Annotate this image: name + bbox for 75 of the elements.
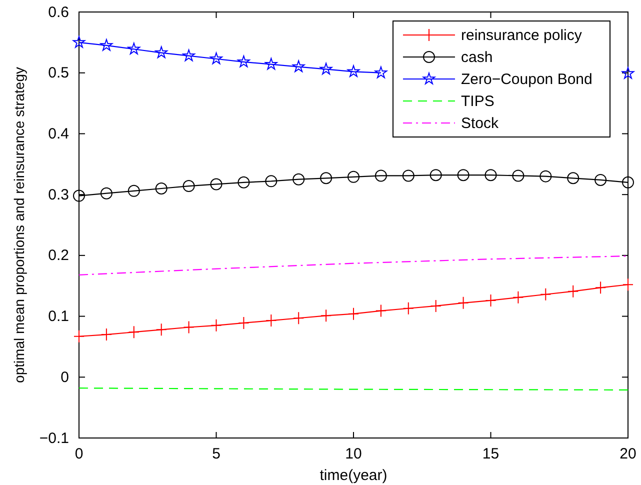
point — [182, 180, 195, 192]
point — [155, 46, 168, 58]
point — [155, 182, 168, 194]
point — [128, 42, 140, 54]
point — [320, 62, 332, 75]
y-tick-label: 0.4 — [48, 126, 69, 143]
point — [458, 296, 469, 310]
point — [430, 299, 442, 312]
point — [265, 175, 278, 188]
point — [457, 169, 470, 182]
point — [293, 312, 304, 325]
point — [374, 170, 387, 182]
point — [484, 169, 497, 182]
point — [374, 66, 388, 78]
point — [100, 39, 113, 51]
point — [567, 172, 580, 184]
point — [238, 176, 250, 188]
point — [183, 320, 194, 334]
point — [347, 65, 360, 77]
point — [128, 184, 140, 197]
point — [540, 288, 552, 301]
point — [292, 60, 305, 72]
point — [264, 58, 278, 70]
point — [402, 170, 414, 182]
point — [73, 190, 85, 202]
y-axis-title: optimal mean proportions and reinsurance strategy — [11, 67, 27, 383]
point — [100, 187, 112, 200]
y-tick-label: 0.1 — [48, 308, 69, 326]
x-tick-label: 5 — [212, 446, 220, 463]
point — [238, 55, 250, 68]
point — [100, 328, 112, 342]
legend-label: TIPS — [461, 93, 494, 110]
legend-label: cash — [461, 49, 493, 66]
point — [568, 284, 579, 298]
point — [320, 309, 332, 322]
point — [594, 174, 607, 186]
legend-label: Zero−Coupon Bond — [461, 71, 592, 88]
point — [622, 176, 634, 188]
y-tick-label: 0 — [60, 368, 69, 386]
point — [512, 170, 524, 182]
point — [348, 307, 359, 320]
point — [375, 304, 386, 318]
point — [540, 170, 552, 182]
point — [512, 290, 524, 304]
legend-label: Stock — [461, 115, 500, 132]
point — [348, 170, 360, 183]
point — [622, 66, 634, 79]
point — [210, 178, 222, 190]
point — [266, 314, 277, 328]
point — [292, 173, 305, 186]
x-tick-label: 10 — [345, 446, 362, 463]
point — [402, 302, 414, 315]
point — [430, 169, 442, 182]
y-tick-label: 0.6 — [48, 4, 69, 21]
y-tick-label: 0.2 — [48, 247, 69, 264]
x-tick-label: 20 — [620, 446, 636, 463]
x-tick-label: 0 — [74, 446, 84, 463]
y-tick-label: 0.5 — [48, 64, 69, 82]
point — [74, 330, 84, 343]
x-tick-label: 15 — [482, 446, 500, 463]
point — [156, 323, 167, 336]
point — [210, 318, 222, 332]
point — [622, 278, 634, 292]
y-tick-label: −0.1 — [39, 430, 69, 447]
point — [238, 316, 250, 330]
y-tick-label: 0.3 — [48, 186, 69, 204]
point — [595, 281, 606, 294]
point — [182, 49, 195, 62]
point — [210, 52, 222, 64]
point — [485, 294, 496, 307]
point — [128, 326, 140, 339]
legend-label: reinsurance policy — [461, 27, 582, 44]
point — [320, 172, 332, 184]
point — [72, 36, 86, 48]
x-axis-title: time(year) — [320, 467, 388, 484]
